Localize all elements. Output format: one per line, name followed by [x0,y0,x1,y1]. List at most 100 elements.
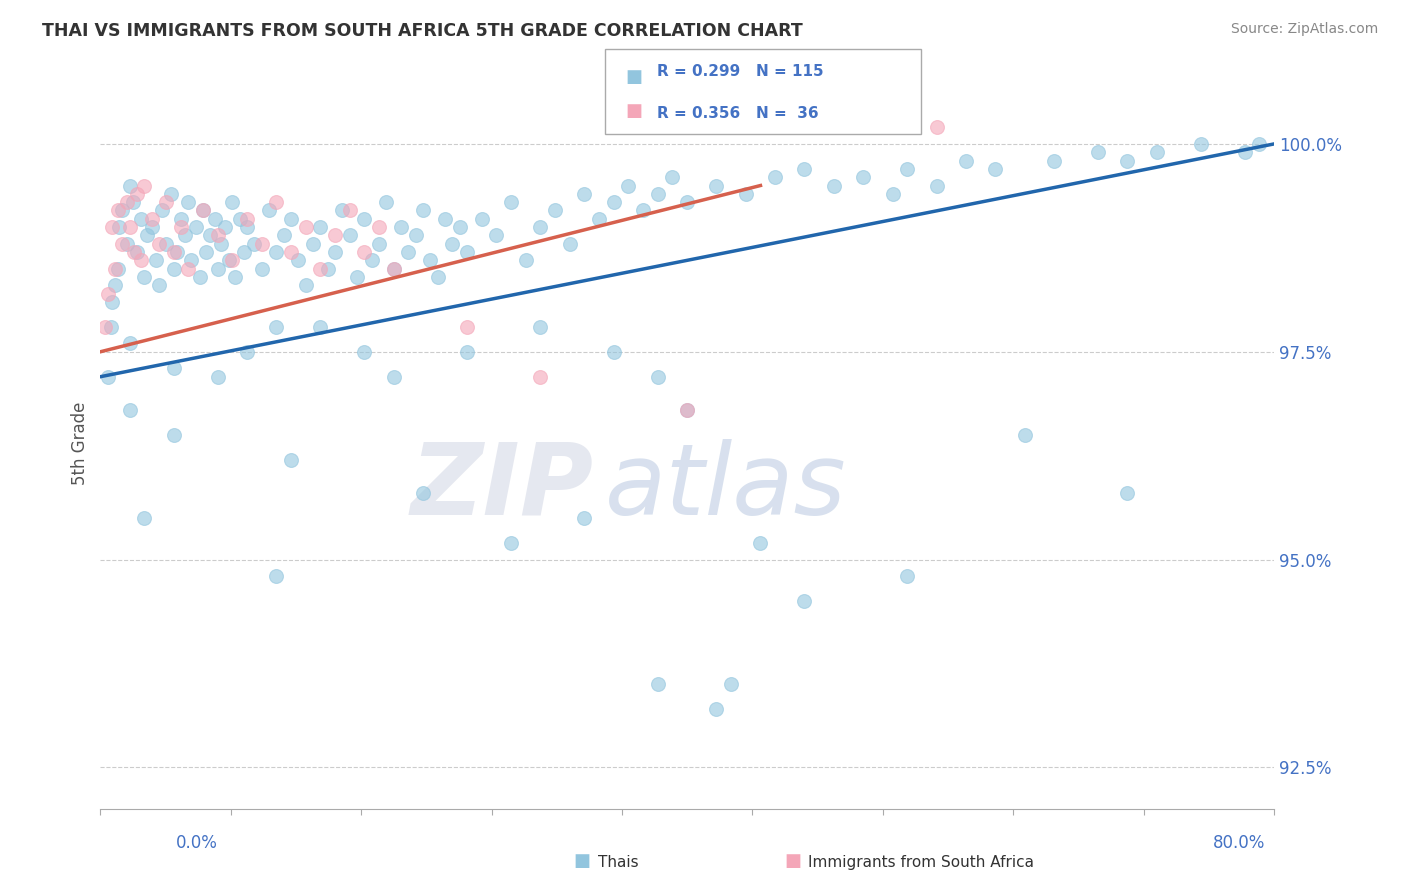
Point [529,369,551,384]
Point [449,220,471,235]
Point [617,178,640,193]
Point [375,195,398,210]
Point [294,220,316,235]
Point [118,336,141,351]
Text: ■: ■ [785,852,801,870]
Point [266,569,288,583]
Point [882,186,904,201]
Point [405,228,427,243]
Point [1014,428,1036,442]
Point [155,195,177,210]
Point [749,536,772,550]
Point [191,203,214,218]
Point [588,211,610,226]
Point [353,211,375,226]
Point [111,203,134,218]
Point [280,211,302,226]
Text: ■: ■ [626,103,643,120]
Point [323,228,346,243]
Point [1249,136,1271,151]
Point [368,236,391,251]
Text: ZIP: ZIP [411,439,593,535]
Text: 0.0%: 0.0% [176,834,218,852]
Point [273,228,295,243]
Point [94,319,117,334]
Point [332,203,354,218]
Point [224,269,246,284]
Point [1189,136,1212,151]
Point [136,228,159,243]
Point [346,269,368,284]
Point [544,203,567,218]
Point [131,211,153,226]
Point [287,253,309,268]
Point [121,195,143,210]
Point [558,236,581,251]
Point [148,236,170,251]
Point [353,344,375,359]
Point [419,253,441,268]
Point [101,220,124,235]
Point [925,178,948,193]
Point [720,677,742,691]
Point [104,278,127,293]
Point [188,269,211,284]
Point [1087,145,1109,160]
Point [141,211,163,226]
Point [441,236,464,251]
Point [793,594,815,608]
Point [207,261,229,276]
Point [111,236,134,251]
Point [574,186,596,201]
Point [170,220,193,235]
Point [184,220,207,235]
Point [485,228,508,243]
Point [676,403,699,417]
Point [221,195,243,210]
Point [101,294,124,309]
Point [1233,145,1256,160]
Point [170,211,193,226]
Point [100,319,122,334]
Point [823,178,845,193]
Point [382,261,405,276]
Point [150,203,173,218]
Point [280,245,302,260]
Point [339,228,361,243]
Point [115,195,138,210]
Point [706,178,728,193]
Point [793,161,815,176]
Point [134,178,156,193]
Point [456,245,478,260]
Text: 80.0%: 80.0% [1213,834,1265,852]
Point [104,261,127,276]
Point [647,186,669,201]
Point [412,486,434,500]
Point [925,120,948,135]
Point [266,245,288,260]
Point [145,253,167,268]
Point [501,195,523,210]
Point [236,220,259,235]
Text: R = 0.299   N = 115: R = 0.299 N = 115 [657,64,824,79]
Point [141,220,163,235]
Text: Thais: Thais [598,855,638,870]
Point [115,236,138,251]
Text: atlas: atlas [605,439,846,535]
Point [97,286,120,301]
Point [647,369,669,384]
Point [389,220,412,235]
Point [166,245,188,260]
Point [163,361,186,376]
Point [382,369,405,384]
Point [456,344,478,359]
Point [1116,153,1139,168]
Point [233,245,256,260]
Point [360,253,382,268]
Point [118,178,141,193]
Point [194,245,217,260]
Point [316,261,339,276]
Point [107,203,129,218]
Point [107,261,129,276]
Point [603,195,626,210]
